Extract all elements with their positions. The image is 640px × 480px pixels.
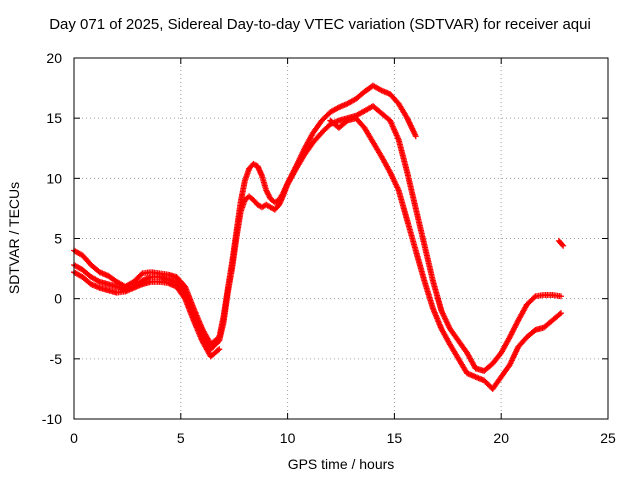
data-series [71,82,419,348]
chart-title: Day 071 of 2025, Sidereal Day-to-day VTE… [49,16,591,33]
x-tick-label: 15 [387,430,403,446]
data-point [558,293,565,300]
y-tick-label: 5 [54,231,62,247]
data-series [71,115,565,392]
y-tick-label: 10 [46,170,62,186]
tick-layer: 0 5 10 15 20 25 -10 -5 0 5 10 15 20 [42,50,616,446]
grid-layer [74,58,608,419]
y-tick-label: -5 [50,351,63,367]
data-point [558,310,565,317]
data-point [556,311,563,318]
x-tick-label: 10 [280,430,296,446]
x-tick-label: 25 [600,430,616,446]
y-tick-label: 15 [46,110,62,126]
data-point [560,242,567,249]
y-axis-label: SDTVAR / TECUs [6,181,22,295]
x-axis-label: GPS time / hours [287,456,395,472]
data-point [216,346,223,353]
y-tick-label: -10 [42,411,62,427]
y-tick-label: 0 [54,291,62,307]
data-layer [71,82,567,392]
data-point [412,133,419,140]
data-series [555,237,567,249]
data-point [559,241,566,248]
x-tick-label: 5 [177,430,185,446]
y-tick-label: 20 [46,50,62,66]
x-tick-label: 20 [493,430,509,446]
data-point [215,347,222,354]
x-tick-label: 0 [70,430,78,446]
